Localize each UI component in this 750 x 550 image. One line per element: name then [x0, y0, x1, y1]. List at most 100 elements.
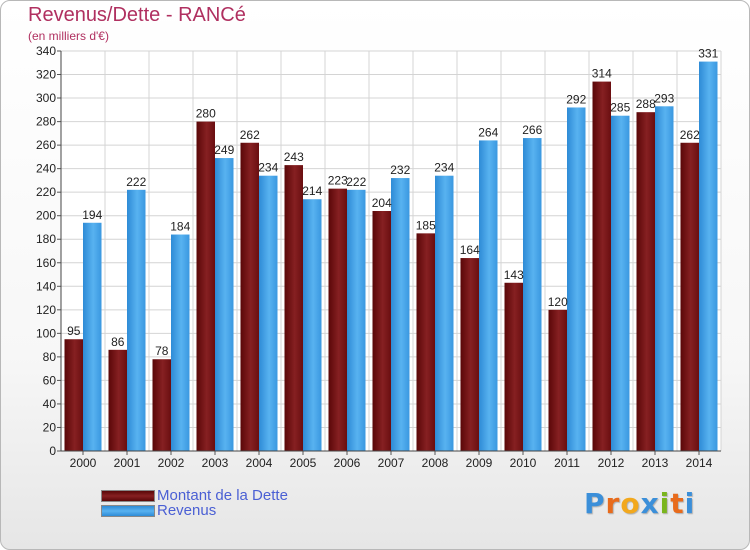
- bar-dette: [592, 81, 611, 452]
- y-tick-label: 60: [43, 373, 57, 387]
- y-tick-label: 20: [43, 420, 57, 434]
- value-label-revenus: 285: [610, 101, 630, 115]
- bar-revenus: [699, 61, 718, 452]
- legend-label-dette: Montant de la Dette: [157, 487, 288, 504]
- x-tick-label: 2001: [114, 456, 141, 470]
- value-label-revenus: 331: [698, 47, 718, 61]
- value-label-dette: 262: [680, 128, 700, 142]
- y-tick-label: 120: [36, 303, 56, 317]
- logo-letter: P: [584, 487, 606, 520]
- chart-title: Revenus/Dette - RANCé: [28, 4, 246, 26]
- x-tick-label: 2005: [290, 456, 317, 470]
- bar-dette: [152, 359, 171, 451]
- legend-swatch-dette: [101, 490, 155, 502]
- bar-dette: [240, 142, 259, 451]
- chart-subtitle: (en milliers d'€): [28, 29, 109, 43]
- value-label-revenus: 293: [654, 91, 674, 105]
- y-tick-label: 240: [36, 162, 56, 176]
- bar-dette: [416, 233, 435, 451]
- value-label-dette: 243: [284, 150, 304, 164]
- x-tick-label: 2012: [598, 456, 625, 470]
- legend-label-revenus: Revenus: [157, 502, 217, 519]
- y-tick-label: 300: [36, 91, 56, 105]
- logo-letter: o: [620, 487, 641, 520]
- value-label-revenus: 232: [390, 163, 410, 177]
- bar-revenus: [479, 140, 498, 452]
- logo-letter: x: [640, 487, 660, 520]
- bar-revenus: [611, 115, 630, 452]
- y-tick-label: 200: [36, 209, 56, 223]
- y-tick-label: 80: [43, 350, 57, 364]
- x-tick-label: 2007: [378, 456, 405, 470]
- value-label-revenus: 184: [170, 220, 190, 234]
- bar-revenus: [127, 189, 146, 451]
- y-tick-label: 180: [36, 232, 56, 246]
- value-label-dette: 314: [592, 67, 612, 81]
- value-label-dette: 223: [328, 174, 348, 188]
- value-label-revenus: 234: [258, 161, 278, 175]
- y-tick-label: 280: [36, 115, 56, 129]
- value-label-revenus: 266: [522, 123, 542, 137]
- x-tick-label: 2009: [466, 456, 493, 470]
- value-label-dette: 78: [155, 344, 169, 358]
- x-tick-label: 2013: [642, 456, 669, 470]
- y-tick-label: 320: [36, 68, 56, 82]
- bar-revenus: [259, 175, 278, 452]
- bar-dette: [636, 112, 655, 452]
- x-tick-label: 2000: [70, 456, 97, 470]
- bar-revenus: [171, 234, 190, 451]
- value-label-revenus: 234: [434, 161, 454, 175]
- x-tick-label: 2011: [554, 456, 580, 470]
- logo-letter: t: [670, 487, 685, 520]
- y-tick-label: 0: [49, 444, 56, 458]
- bar-revenus: [391, 178, 410, 451]
- x-tick-label: 2004: [246, 456, 273, 470]
- x-tick-label: 2002: [158, 456, 185, 470]
- legend-swatch-revenus: [101, 505, 155, 517]
- value-label-dette: 204: [372, 196, 392, 210]
- value-label-dette: 262: [240, 128, 260, 142]
- value-label-dette: 185: [416, 218, 436, 232]
- proxiti-logo: Proxiti: [584, 487, 695, 520]
- bar-dette: [460, 258, 479, 451]
- bar-revenus: [523, 138, 542, 451]
- value-label-revenus: 214: [302, 184, 322, 198]
- bar-dette: [108, 349, 127, 451]
- bar-revenus: [303, 199, 322, 451]
- x-tick-label: 2010: [510, 456, 537, 470]
- y-tick-label: 160: [36, 256, 56, 270]
- bar-revenus: [655, 106, 674, 451]
- x-tick-label: 2006: [334, 456, 361, 470]
- x-tick-label: 2014: [686, 456, 713, 470]
- value-label-dette: 86: [111, 335, 125, 349]
- value-label-dette: 120: [548, 295, 568, 309]
- x-tick-label: 2003: [202, 456, 229, 470]
- bar-dette: [548, 309, 567, 451]
- y-tick-label: 100: [36, 326, 56, 340]
- y-tick-label: 40: [43, 397, 57, 411]
- y-tick-label: 260: [36, 138, 56, 152]
- logo-letter: i: [684, 487, 696, 520]
- value-label-revenus: 264: [478, 125, 498, 139]
- value-label-dette: 288: [636, 97, 656, 111]
- value-label-revenus: 222: [126, 175, 146, 189]
- bar-revenus: [347, 189, 366, 451]
- bar-dette: [64, 339, 83, 451]
- bar-revenus: [567, 107, 586, 452]
- x-tick-label: 2008: [422, 456, 449, 470]
- logo-letter: r: [605, 487, 621, 520]
- bar-dette: [504, 282, 523, 451]
- value-label-dette: 143: [504, 268, 524, 282]
- value-label-dette: 95: [67, 324, 81, 338]
- bar-dette: [372, 211, 391, 451]
- bar-dette: [328, 188, 347, 451]
- value-label-revenus: 222: [346, 175, 366, 189]
- bar-dette: [196, 121, 215, 452]
- value-label-revenus: 292: [566, 92, 586, 106]
- bar-dette: [680, 142, 699, 451]
- value-label-dette: 280: [196, 107, 216, 121]
- value-label-revenus: 194: [82, 208, 102, 222]
- y-tick-label: 340: [36, 44, 56, 58]
